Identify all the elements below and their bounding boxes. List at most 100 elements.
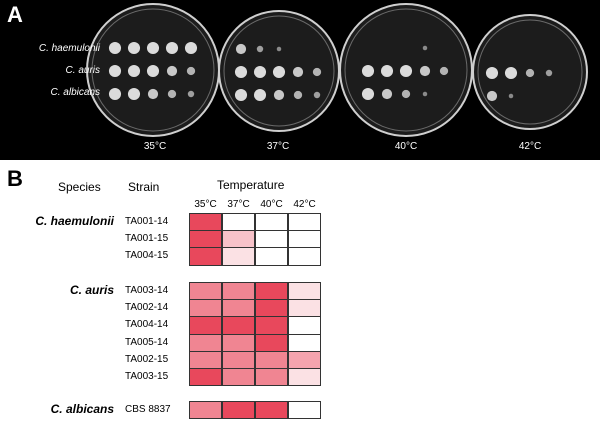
- colony-spot: [312, 67, 322, 77]
- colony-spot: [485, 66, 499, 80]
- colony-spot: [361, 64, 375, 78]
- strain-label: TA004-15: [125, 250, 169, 262]
- colony-spot: [108, 64, 122, 78]
- colony-spot: [361, 87, 375, 101]
- heatmap-cell: [288, 299, 321, 318]
- strain-label: TA005-14: [125, 336, 169, 348]
- colony-spot: [256, 45, 264, 53]
- colony-spot: [235, 43, 247, 55]
- colony-spot: [146, 64, 160, 78]
- header-temperature: Temperature: [217, 178, 285, 192]
- species-label: C. haemulonii: [35, 214, 114, 228]
- colony-spot: [272, 65, 286, 79]
- colony-spot: [234, 88, 248, 102]
- heatmap-cell: [255, 368, 288, 387]
- heatmap-cell: [288, 401, 321, 420]
- heatmap-cell: [255, 316, 288, 335]
- heatmap-cell: [288, 333, 321, 352]
- strain-label: TA004-14: [125, 319, 169, 331]
- heatmap-cell: [189, 247, 222, 266]
- colony-spot: [313, 91, 321, 99]
- heatmap-cell: [222, 401, 255, 420]
- colony-spot: [508, 93, 514, 99]
- colony-spot: [273, 89, 285, 101]
- strain-label: TA002-15: [125, 353, 169, 365]
- heatmap-cell: [255, 282, 288, 301]
- colony-spot: [108, 41, 122, 55]
- heatmap-cell: [255, 230, 288, 249]
- heatmap-cell: [288, 230, 321, 249]
- temp-label-40: 40°C: [394, 141, 418, 152]
- colony-spot: [108, 87, 122, 101]
- colony-spot: [401, 89, 411, 99]
- heatmap-cell: [222, 282, 255, 301]
- colony-spot: [380, 64, 394, 78]
- colony-spot: [187, 90, 195, 98]
- col-header-35: 35°C: [194, 199, 217, 210]
- strain-label: TA001-14: [125, 216, 169, 227]
- colony-spot: [127, 64, 141, 78]
- heatmap-cell: [255, 333, 288, 352]
- colony-spot: [167, 89, 177, 99]
- temp-label-37: 37°C: [266, 141, 290, 152]
- plate-label-haemulonii: C. haemulonii: [38, 43, 100, 54]
- petri-dishes: [86, 3, 588, 137]
- heatmap-cell: [189, 401, 222, 420]
- colony-spot: [422, 91, 428, 97]
- colony-spot: [166, 65, 178, 77]
- colony-spot: [234, 65, 248, 79]
- heatmap-cell: [222, 333, 255, 352]
- colony-spot: [419, 65, 431, 77]
- colony-spot: [184, 41, 198, 55]
- heatmap-cell: [288, 368, 321, 387]
- colony-spot: [127, 87, 141, 101]
- heatmap-cell: [189, 368, 222, 387]
- panel-b-letter: B: [7, 166, 23, 191]
- colony-spot: [146, 41, 160, 55]
- heatmap-cell: [189, 350, 222, 369]
- heatmap-cell: [288, 316, 321, 335]
- colony-spot: [486, 90, 498, 102]
- heatmap-cell: [189, 299, 222, 318]
- heatmap-cell: [189, 316, 222, 335]
- colony-spot: [127, 41, 141, 55]
- strain-label: CBS 8837: [125, 404, 171, 415]
- colony-spot: [545, 69, 553, 77]
- colony-spot: [165, 41, 179, 55]
- colony-spot: [253, 65, 267, 79]
- strain-label: TA003-14: [125, 285, 169, 296]
- colony-spot: [504, 66, 518, 80]
- heatmap-cell: [222, 213, 255, 232]
- temp-label-35: 35°C: [143, 141, 167, 152]
- heatmap-cell: [255, 247, 288, 266]
- heatmap-cell: [222, 316, 255, 335]
- species-label: C. albicans: [50, 402, 114, 416]
- colony-spot: [381, 88, 393, 100]
- plate-label-auris: C. auris: [65, 65, 100, 76]
- strain-label: TA001-15: [125, 233, 169, 245]
- species-label: C. auris: [69, 283, 114, 297]
- heatmap-cell: [222, 230, 255, 249]
- heatmap-cell: [255, 350, 288, 369]
- temp-label-42: 42°C: [518, 141, 542, 152]
- heatmap-cell: [255, 401, 288, 420]
- heatmap-cell: [189, 213, 222, 232]
- colony-spot: [147, 88, 159, 100]
- plate-label-albicans: C. albicans: [50, 87, 100, 98]
- colony-spot: [293, 90, 303, 100]
- colony-spot: [292, 66, 304, 78]
- heatmap-cell: [222, 247, 255, 266]
- heatmap-cell: [255, 299, 288, 318]
- colony-spot: [439, 66, 449, 76]
- col-header-40: 40°C: [260, 199, 283, 210]
- heatmap-cell: [222, 299, 255, 318]
- col-header-42: 42°C: [293, 199, 316, 210]
- colony-spot: [422, 45, 428, 51]
- heatmap-cell: [288, 247, 321, 266]
- heatmap-cell: [189, 333, 222, 352]
- colony-spot: [186, 66, 196, 76]
- header-species: Species: [58, 180, 101, 194]
- colony-spot: [276, 46, 282, 52]
- colony-spot: [399, 64, 413, 78]
- heatmap-cell: [189, 230, 222, 249]
